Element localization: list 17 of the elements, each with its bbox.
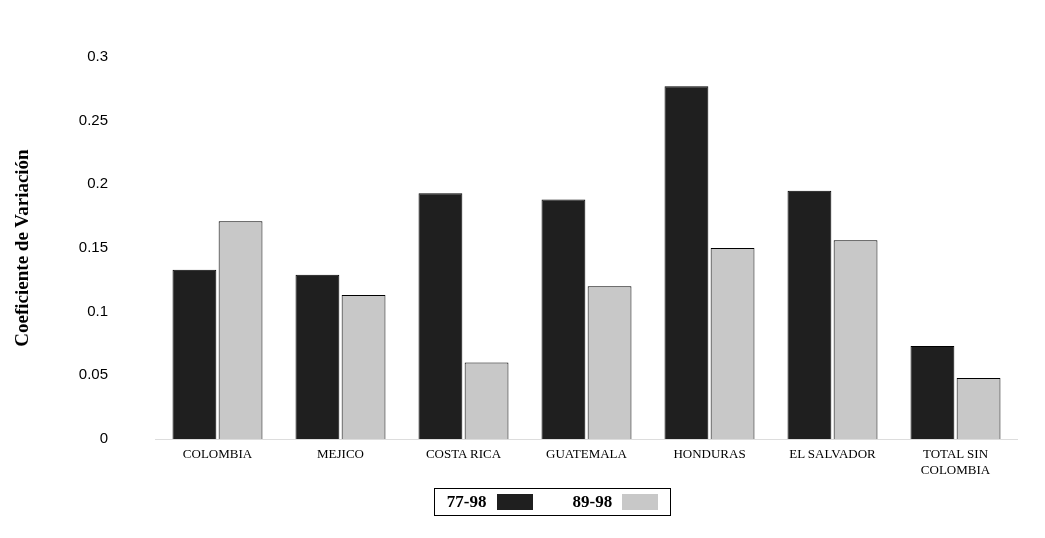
y-tick-label: 0.05: [78, 365, 108, 383]
y-tick-label: 0.3: [87, 47, 108, 65]
y-tick-label: 0.15: [78, 238, 108, 256]
x-tick-label: GUATEMALA: [546, 446, 628, 462]
y-tick-label: 0.1: [87, 301, 108, 319]
x-tick-label: COSTA RICA: [425, 446, 502, 462]
x-tick-label: COLOMBIA: [182, 446, 253, 462]
x-tick-label: TOTAL SIN COLOMBIA: [920, 446, 991, 477]
x-tick-label: EL SALVADOR: [789, 446, 877, 462]
legend-label: 77-98: [446, 492, 487, 512]
x-tick-label: MEJICO: [317, 446, 364, 462]
legend-label: 89-98: [572, 492, 613, 512]
y-tick-label: 0: [99, 429, 108, 447]
x-tick-label: HONDURAS: [673, 446, 746, 462]
y-axis-title: Coeficiente de Variación: [11, 148, 33, 347]
y-tick-label: 0.2: [87, 174, 108, 192]
y-tick-label: 0.25: [78, 110, 108, 128]
